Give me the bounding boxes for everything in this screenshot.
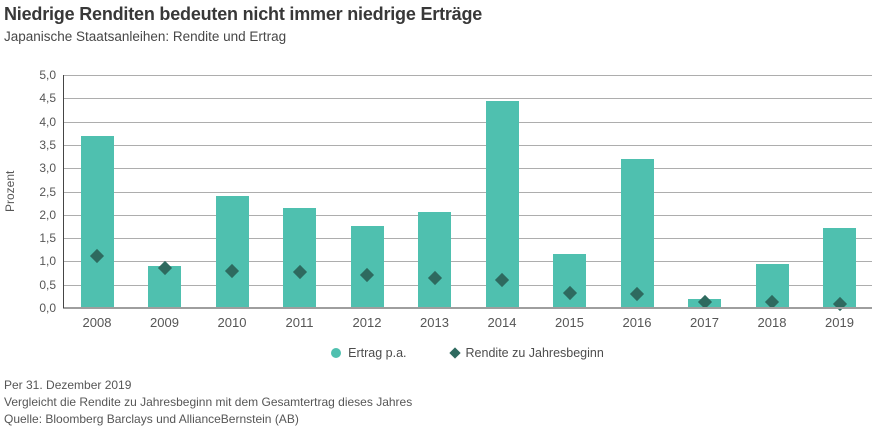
legend-label-ertrag: Ertrag p.a. — [348, 346, 407, 360]
legend-item-rendite: Rendite zu Jahresbeginn — [448, 346, 604, 360]
x-tick-label-2017: 2017 — [690, 315, 719, 330]
circle-marker-icon — [331, 348, 342, 358]
footnote-description: Vergleicht die Rendite zu Jahresbeginn m… — [4, 395, 413, 409]
y-tick-label-1,0: 1,0 — [39, 254, 56, 269]
y-tick-label-4,5: 4,5 — [39, 91, 56, 106]
chart-subtitle: Japanische Staatsanleihen: Rendite und E… — [4, 29, 287, 44]
y-tick-label-3,5: 3,5 — [39, 137, 56, 152]
bar-2010 — [215, 196, 249, 308]
gridline-1 — [63, 261, 872, 263]
gridline-4 — [63, 121, 872, 123]
y-tick-label-5,0: 5,0 — [39, 68, 56, 82]
y-tick-label-1,5: 1,5 — [39, 231, 56, 246]
plot-area — [63, 75, 872, 312]
x-tick-label-2009: 2009 — [150, 315, 179, 330]
footnote-date: Per 31. Dezember 2019 — [4, 378, 132, 392]
x-tick-label-2013: 2013 — [420, 315, 449, 330]
y-axis-line — [63, 75, 64, 308]
gridline-2-5 — [63, 191, 872, 193]
x-tick-label-2018: 2018 — [757, 315, 787, 330]
y-tick-label-2,0: 2,0 — [39, 207, 56, 222]
gridline-5 — [63, 75, 872, 76]
y-tick-label-3,0: 3,0 — [39, 161, 56, 176]
gridline-3 — [63, 168, 872, 170]
x-tick-label-2015: 2015 — [555, 315, 584, 330]
x-tick-label-2011: 2011 — [285, 315, 314, 330]
gridline-2 — [63, 214, 872, 216]
legend-label-rendite: Rendite zu Jahresbeginn — [465, 346, 604, 360]
y-tick-label-0,0: 0,0 — [39, 301, 56, 315]
gridline-4-5 — [63, 98, 872, 100]
legend: Ertrag p.a. Rendite zu Jahresbeginn — [63, 346, 872, 360]
x-axis-line — [63, 307, 872, 309]
y-tick-label-2,5: 2,5 — [39, 184, 56, 199]
footnotes: Per 31. Dezember 2019 Vergleicht die Ren… — [4, 377, 412, 428]
y-tick-label-4,0: 4,0 — [39, 114, 56, 129]
bar-2019 — [823, 227, 856, 308]
diamond-marker-icon — [448, 347, 461, 359]
gridline-3-5 — [63, 144, 872, 146]
chart-title: Niedrige Renditen bedeuten nicht immer n… — [4, 4, 483, 24]
x-tick-label-2014: 2014 — [487, 315, 517, 330]
bar-2012 — [350, 226, 384, 308]
x-tick-label-2016: 2016 — [622, 315, 652, 330]
x-tick-label-2019: 2019 — [825, 315, 854, 330]
bar-2011 — [283, 207, 316, 308]
gridline-0-5 — [63, 284, 872, 286]
bar-2008 — [80, 135, 114, 308]
x-tick-label-2010: 2010 — [217, 315, 247, 330]
y-tick-label-0,5: 0,5 — [39, 277, 56, 292]
footnote-source: Quelle: Bloomberg Barclays und AllianceB… — [4, 412, 299, 426]
x-tick-label-2008: 2008 — [82, 315, 112, 330]
x-tick-label-2012: 2012 — [352, 315, 382, 330]
bar-2013 — [418, 212, 451, 308]
bar-2016 — [620, 158, 654, 308]
gridline-1-5 — [63, 238, 872, 240]
legend-item-ertrag: Ertrag p.a. — [331, 346, 407, 360]
